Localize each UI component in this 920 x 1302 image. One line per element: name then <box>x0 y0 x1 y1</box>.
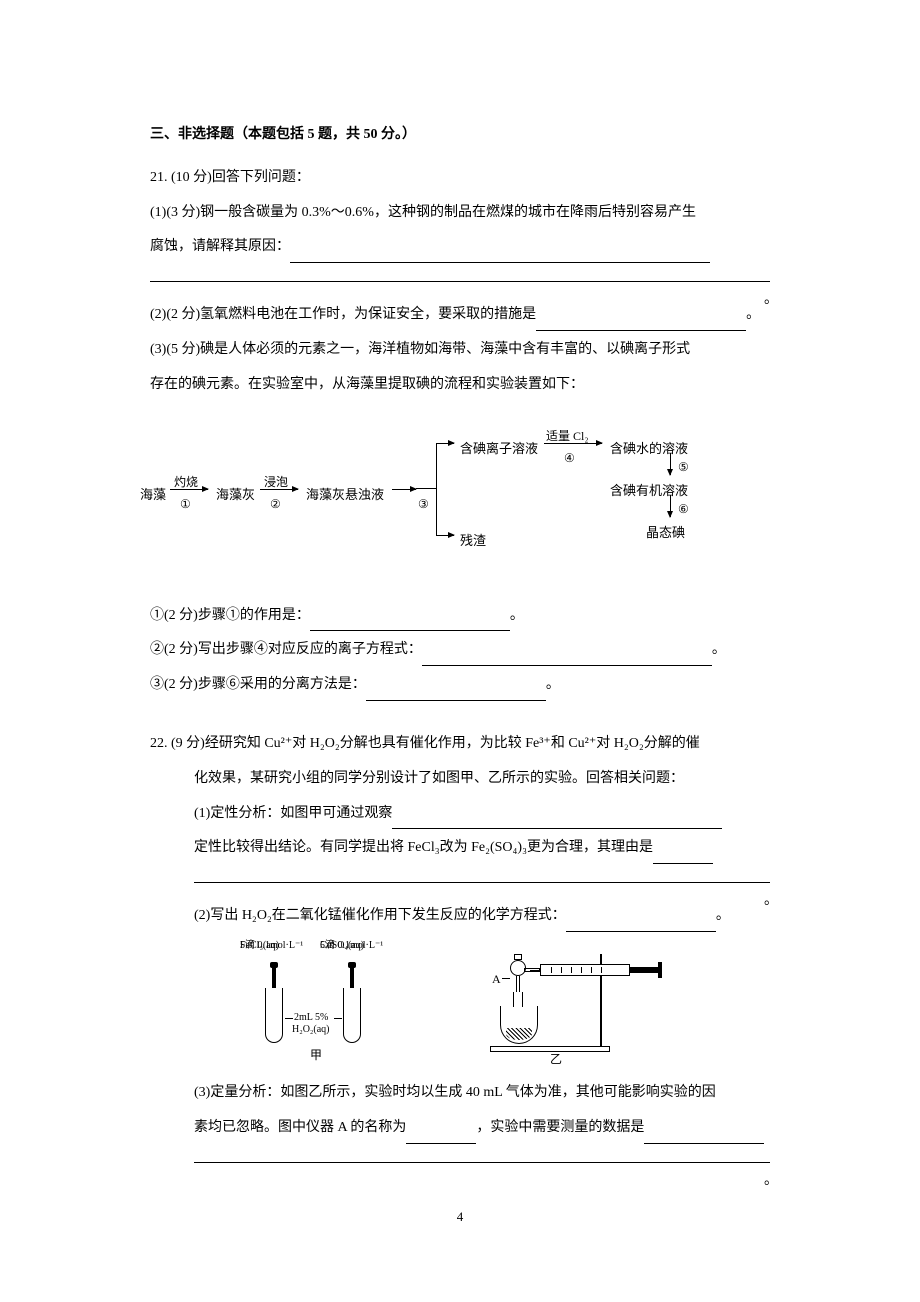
grad <box>551 967 552 973</box>
bracket-stem <box>416 488 436 489</box>
flow-n6: 含碘有机溶液 <box>610 477 688 506</box>
period: 。 <box>764 886 778 917</box>
a2-bot: ② <box>270 491 281 517</box>
grad <box>581 967 582 973</box>
grad <box>601 967 602 973</box>
blank <box>290 246 710 263</box>
plunger <box>630 967 660 973</box>
drop1b: FeCl₃(aq) <box>240 940 279 952</box>
period: 。 <box>764 285 778 316</box>
arrow-v <box>670 495 671 517</box>
blank <box>310 615 510 632</box>
q21-sub1: ①(2 分)步骤①的作用是： <box>150 608 310 623</box>
q21-sub3-line: ③(2 分)步骤⑥采用的分离方法是： 。 <box>150 670 770 701</box>
grad <box>561 967 562 973</box>
tube <box>343 988 361 1043</box>
line <box>285 1018 293 1019</box>
funnel-stop <box>514 954 522 960</box>
q21-p2-line: (2)(2 分)氢氧燃料电池在工作时，为保证安全，要采取的措施是 。 <box>150 300 770 331</box>
arrow-v <box>670 453 671 475</box>
flow-n3: 海藻灰悬浊液 <box>306 481 384 510</box>
mid1: 2mL 5% <box>294 1012 328 1024</box>
section-header: 三、非选择题（本题包括 5 题，共 50 分。） <box>150 120 770 151</box>
flow-n2: 海藻灰 <box>216 481 255 510</box>
q22-p1b: 定性比较得出结论。有同学提出将 FeCl₃改为 Fe₂(SO₄)₃更为合理，其理… <box>194 840 653 855</box>
dropper <box>272 968 276 988</box>
blank <box>422 649 712 666</box>
q21-sub1-line: ①(2 分)步骤①的作用是： 。 <box>150 601 770 632</box>
funnel-stem <box>516 976 520 992</box>
period: 。 <box>510 608 524 623</box>
a4-bot: ④ <box>564 445 575 471</box>
tube <box>265 988 283 1043</box>
period: 。 <box>764 1166 778 1197</box>
label-yi: 乙 <box>550 1052 562 1066</box>
flask-liquid <box>506 1028 532 1040</box>
q21-p3b: 存在的碘元素。在实验室中，从海藻里提取碘的流程和实验装置如下： <box>150 370 770 401</box>
q22-p3a: (3)定量分析：如图乙所示，实验时均以生成 40 mL 气体为准，其他可能影响实… <box>150 1078 770 1109</box>
q22-p1a: (1)定性分析：如图甲可通过观察 <box>194 806 392 821</box>
grad <box>591 967 592 973</box>
q21-p1b: 腐蚀，请解释其原因： <box>150 239 290 254</box>
blank <box>536 314 746 331</box>
page-number: 4 <box>150 1203 770 1232</box>
bracket-vline <box>436 443 437 535</box>
q21-p3a: (3)(5 分)碘是人体必须的元素之一，海洋植物如海带、海藻中含有丰富的、以碘离… <box>150 335 770 366</box>
bracket-arm <box>436 443 454 444</box>
period: 。 <box>712 642 726 657</box>
q22-p3-line: 素均已忽略。图中仪器 A 的名称为 ，实验中需要测量的数据是 <box>150 1113 770 1144</box>
syringe <box>540 964 630 976</box>
blank <box>566 915 716 932</box>
labelA: A <box>492 972 501 986</box>
arrow <box>392 489 416 490</box>
blank-full <box>150 281 770 282</box>
q22-stem-a: 22. (9 分)经研究知 Cu²⁺对 H₂O₂分解也具有催化作用，为比较 Fe… <box>150 729 770 760</box>
flow-diagram: 海藻 灼烧 ① 海藻灰 浸泡 ② 海藻灰悬浊液 ③ 含碘离子溶液 残渣 适量 C… <box>140 421 780 571</box>
q21-sub3: ③(2 分)步骤⑥采用的分离方法是： <box>150 677 366 692</box>
flow-br-top: 含碘离子溶液 <box>460 435 538 464</box>
q21-sub2: ②(2 分)写出步骤④对应反应的离子方程式： <box>150 642 422 657</box>
q22-stem-b: 化效果，某研究小组的同学分别设计了如图甲、乙所示的实验。回答相关问题： <box>150 764 770 795</box>
q21-p1b-line: 腐蚀，请解释其原因： <box>150 232 770 263</box>
q21-p1a: (1)(3 分)钢一般含碳量为 0.3%～0.6%，这种钢的制品在燃煤的城市在降… <box>150 198 770 229</box>
blank-full <box>194 1162 770 1163</box>
dropper <box>350 968 354 988</box>
plunger-end <box>658 962 662 978</box>
exp-figure: 5滴 0.1mol·L⁻¹ FeCl₃(aq) 5滴 0.1mol·L⁻¹ Cu… <box>210 940 690 1070</box>
drop2b: CuSO₄(aq) <box>320 940 364 952</box>
blank <box>644 1127 764 1144</box>
tube-connector <box>524 968 540 972</box>
period: 。 <box>716 908 730 923</box>
labelA-line <box>502 978 510 979</box>
mid2: H₂O₂(aq) <box>292 1024 330 1036</box>
flask-neck <box>513 992 523 1007</box>
blank-full <box>194 882 770 883</box>
a1-bot: ① <box>180 491 191 517</box>
blank <box>366 684 546 701</box>
flow-n7: 晶态碘 <box>646 519 685 548</box>
blank <box>653 847 713 864</box>
q22-p1b-line: 定性比较得出结论。有同学提出将 FeCl₃改为 Fe₂(SO₄)₃更为合理，其理… <box>150 833 770 864</box>
flow-n1: 海藻 <box>140 481 166 510</box>
blank <box>406 1127 476 1144</box>
q22-p3c: ，实验中需要测量的数据是 <box>476 1120 644 1135</box>
period: 。 <box>546 677 560 692</box>
period: 。 <box>746 307 760 322</box>
flow-br-bot: 残渣 <box>460 527 486 556</box>
q22-p1a-line: (1)定性分析：如图甲可通过观察 <box>150 799 770 830</box>
q22-p3b: 素均已忽略。图中仪器 A 的名称为 <box>194 1120 406 1135</box>
q21-stem: 21. (10 分)回答下列问题： <box>150 163 770 194</box>
q22-p2: (2)写出 H₂O₂在二氧化锰催化作用下发生反应的化学方程式： <box>194 908 566 923</box>
bracket-arm <box>436 535 454 536</box>
line <box>334 1018 342 1019</box>
label-jia: 甲 <box>310 1048 322 1062</box>
flow-n5: 含碘水的溶液 <box>610 435 688 464</box>
a3-bot: ③ <box>418 491 429 517</box>
q21-p2: (2)(2 分)氢氧燃料电池在工作时，为保证安全，要采取的措施是 <box>150 307 536 322</box>
q22-p2-line: (2)写出 H₂O₂在二氧化锰催化作用下发生反应的化学方程式： 。 <box>150 901 770 932</box>
blank <box>392 813 722 830</box>
q21-sub2-line: ②(2 分)写出步骤④对应反应的离子方程式： 。 <box>150 635 770 666</box>
grad <box>571 967 572 973</box>
